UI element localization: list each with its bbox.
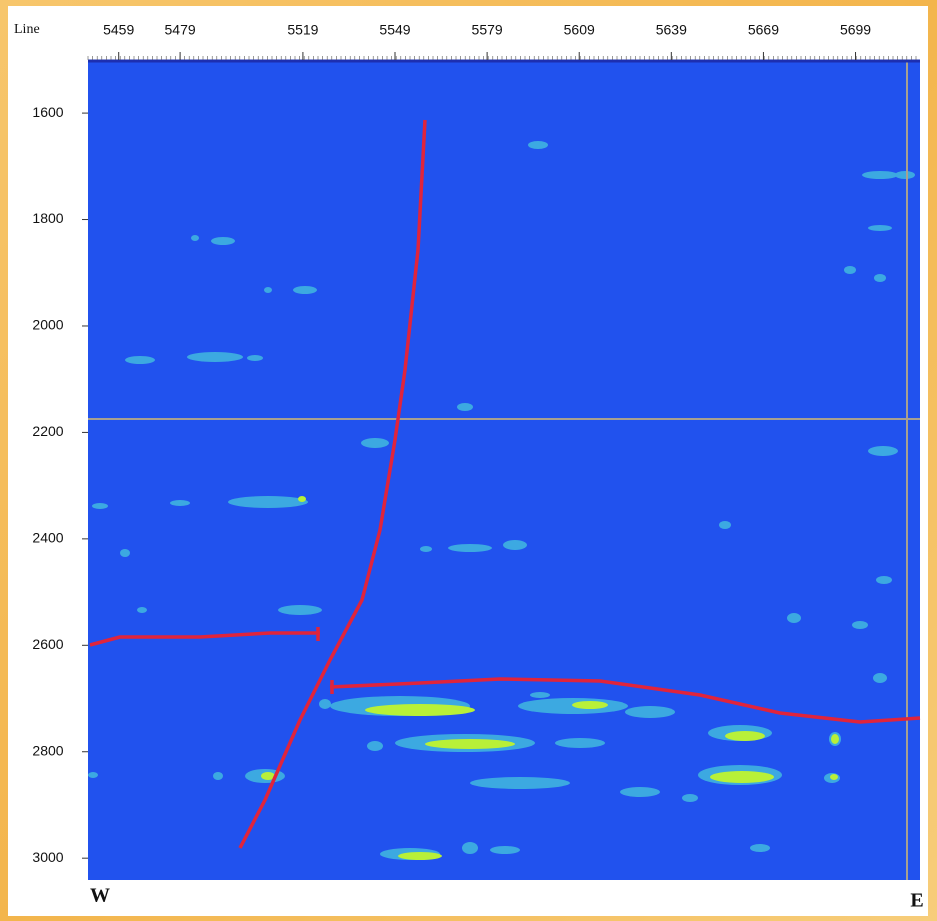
amplitude-anomalies: [88, 141, 915, 860]
x-axis-ruler: [87, 52, 920, 63]
y-tick-label: 2800: [32, 742, 63, 758]
x-tick-label: 5459: [103, 22, 134, 38]
corner-label: Line: [14, 22, 40, 37]
y-tick-label: 1800: [32, 210, 63, 226]
y-tick-label: 2200: [32, 423, 63, 439]
x-tick-label: 5479: [165, 22, 196, 38]
x-tick-label: 5579: [472, 22, 503, 38]
interpretation-lines: [89, 119, 921, 849]
x-tick-label: 5609: [564, 22, 595, 38]
y-tick-label: 2000: [32, 317, 63, 333]
x-tick-label: 5669: [748, 22, 779, 38]
plot-area: [88, 62, 920, 880]
y-tick-label: 2400: [32, 530, 63, 546]
cursor-lines: [88, 62, 920, 880]
x-tick-label: 5639: [656, 22, 687, 38]
east-label: E: [910, 890, 923, 912]
west-label: W: [90, 885, 110, 907]
x-tick-label: 5519: [287, 22, 318, 38]
y-tick-label: 3000: [32, 849, 63, 865]
x-tick-label: 5549: [379, 22, 410, 38]
y-tick-label: 2600: [32, 636, 63, 652]
x-tick-label: 5699: [840, 22, 871, 38]
y-tick-label: 1600: [32, 104, 63, 120]
